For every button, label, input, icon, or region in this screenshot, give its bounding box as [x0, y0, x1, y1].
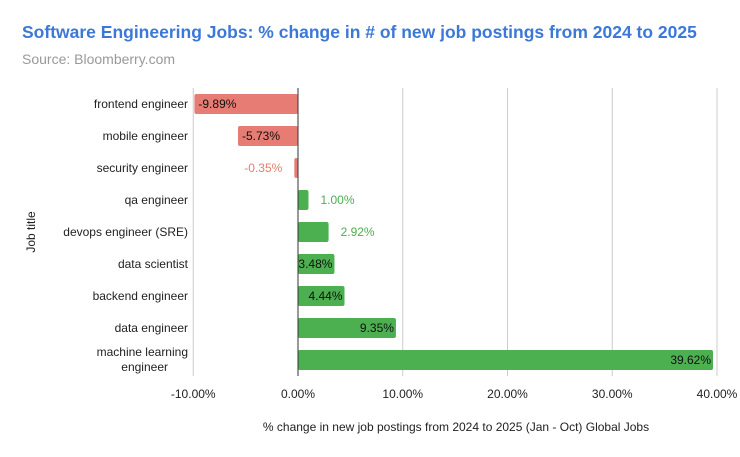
y-tick-label: data scientist — [118, 257, 189, 271]
y-tick-label: devops engineer (SRE) — [63, 225, 188, 239]
bar — [194, 94, 298, 114]
chart-subtitle: Source: Bloomberry.com — [22, 51, 176, 67]
bar — [298, 222, 329, 242]
x-tick-label: 0.00% — [281, 387, 315, 401]
data-label: 3.48% — [298, 257, 332, 271]
bar — [294, 158, 298, 178]
y-tick-label: frontend engineer — [94, 97, 188, 111]
data-label: 39.62% — [670, 353, 711, 367]
y-tick-label: backend engineer — [93, 289, 188, 303]
data-label: -5.73% — [242, 129, 280, 143]
y-tick-label: data engineer — [115, 321, 188, 335]
data-label: 1.00% — [320, 193, 354, 207]
chart-title: Software Engineering Jobs: % change in #… — [22, 22, 697, 42]
x-tick-label: 20.00% — [487, 387, 528, 401]
x-tick-label: -10.00% — [171, 387, 216, 401]
bar — [298, 350, 714, 370]
bar — [298, 286, 345, 306]
data-label: -9.89% — [198, 97, 236, 111]
data-label: -0.35% — [244, 161, 282, 175]
bar — [237, 126, 298, 146]
y-tick-label: machine learning engineer — [97, 345, 188, 374]
bar — [298, 190, 309, 210]
y-axis-title: Job title — [24, 211, 38, 253]
data-label: 2.92% — [341, 225, 375, 239]
bar — [298, 254, 335, 274]
data-label: 4.44% — [308, 289, 342, 303]
x-tick-label: 30.00% — [592, 387, 633, 401]
x-tick-label: 10.00% — [382, 387, 423, 401]
y-tick-label: mobile engineer — [103, 129, 188, 143]
x-tick-label: 40.00% — [697, 387, 738, 401]
bar — [298, 318, 396, 338]
data-label: 9.35% — [360, 321, 394, 335]
x-axis-title: % change in new job postings from 2024 t… — [263, 420, 649, 434]
y-tick-label: qa engineer — [125, 193, 188, 207]
y-tick-label: security engineer — [97, 161, 188, 175]
